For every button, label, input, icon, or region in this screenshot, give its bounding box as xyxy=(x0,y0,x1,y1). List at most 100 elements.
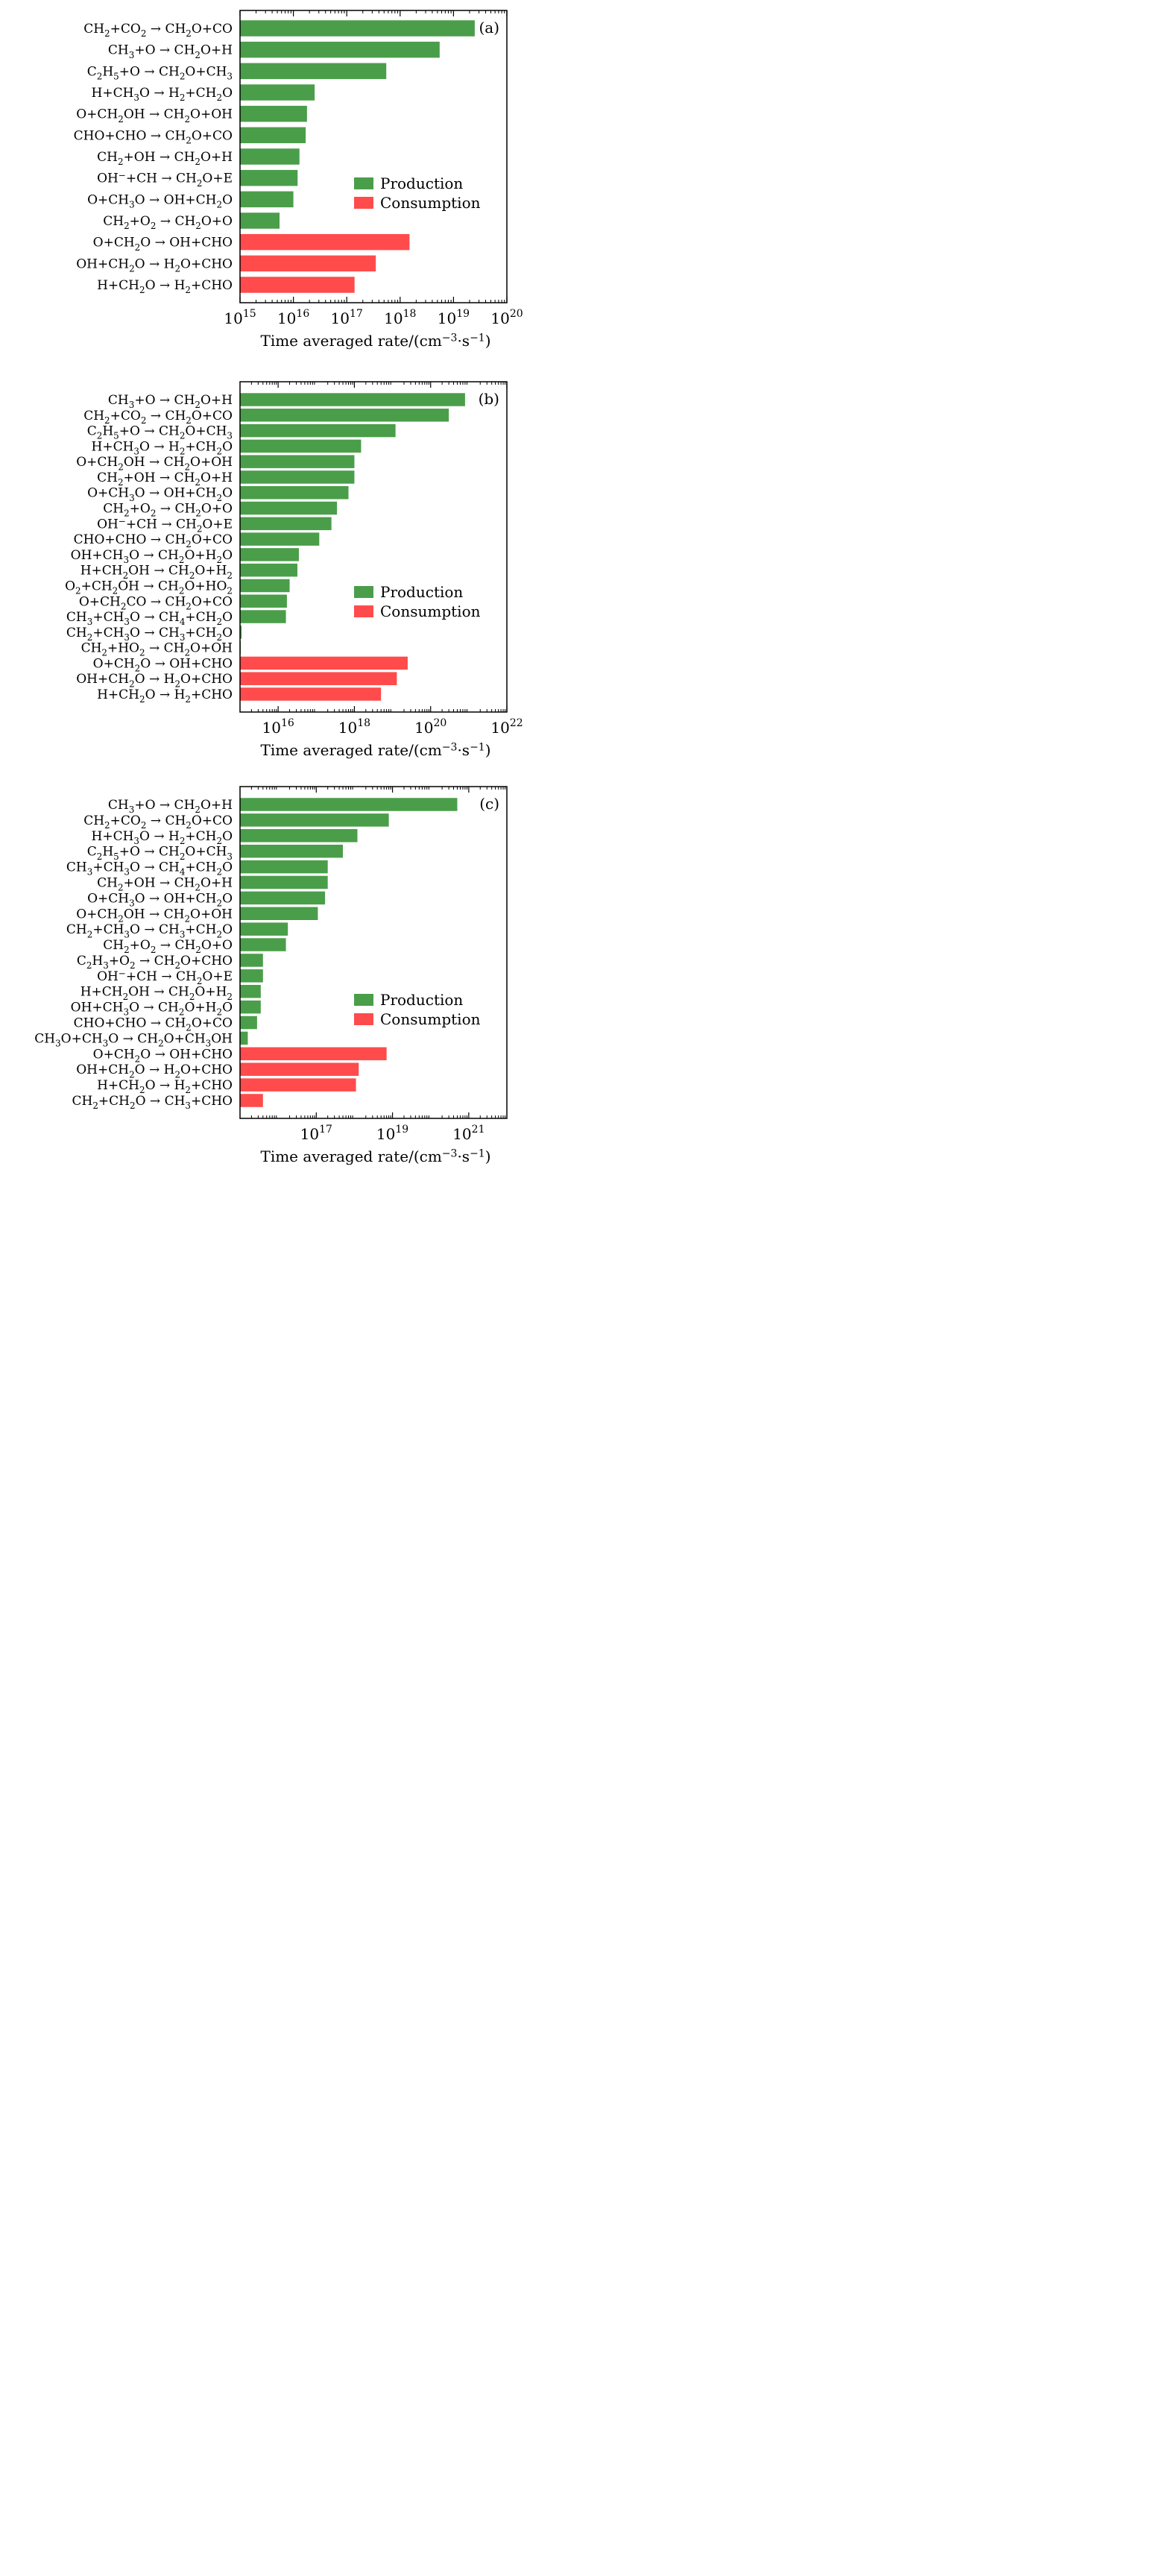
category-label: O+CH2OH → CH2O+OH xyxy=(76,907,233,924)
bar xyxy=(240,844,344,858)
plot-frame xyxy=(239,10,508,303)
category-label: CH3+O → CH2O+H xyxy=(108,798,233,815)
bar xyxy=(240,127,306,144)
legend-label-consumption: Consumption xyxy=(380,1010,481,1028)
x-tick-label: 1020 xyxy=(490,308,523,327)
x-tick-label: 1018 xyxy=(338,717,370,737)
bar xyxy=(240,860,328,874)
plot-frame xyxy=(239,786,508,1119)
bar xyxy=(240,439,362,453)
category-label: CH2+O2 → CH2O+O xyxy=(103,214,233,231)
category-label: CH3+O → CH2O+H xyxy=(108,43,233,60)
legend-label-production: Production xyxy=(380,174,463,192)
category-label: O+CH3O → OH+CH2O xyxy=(87,486,233,503)
category-label: H+CH2O → H2+CHO xyxy=(97,278,233,295)
bar xyxy=(240,984,261,998)
category-label: O+CH2CO → CH2O+CO xyxy=(79,594,233,611)
category-label: CHO+CHO → CH2O+CO xyxy=(74,532,233,549)
bar xyxy=(240,594,287,608)
category-label: H+CH3O → H2+CH2O xyxy=(92,829,233,846)
bar xyxy=(240,84,315,101)
x-axis-label: Time averaged rate/(cm−3·s−1) xyxy=(260,741,490,759)
bar xyxy=(240,233,410,251)
legend-label-consumption: Consumption xyxy=(380,602,481,620)
bar xyxy=(240,148,300,165)
category-label: H+CH3O → H2+CH2O xyxy=(92,86,233,103)
category-label: CH3+CH3O → CH4+CH2O xyxy=(66,610,233,627)
category-label: CH2+O2 → CH2O+O xyxy=(103,502,233,519)
legend-swatch-consumption xyxy=(354,1013,373,1025)
bar xyxy=(240,938,286,951)
category-label: CH2+O2 → CH2O+O xyxy=(103,938,233,955)
category-label: O+CH2O → OH+CHO xyxy=(93,236,233,253)
category-label: H+CH3O → H2+CH2O xyxy=(92,439,233,456)
category-label: OH+CH2O → H2O+CHO xyxy=(76,672,233,689)
x-axis-label: Time averaged rate/(cm−3·s−1) xyxy=(260,332,490,350)
bar xyxy=(240,610,286,623)
x-axis-label: Time averaged rate/(cm−3·s−1) xyxy=(260,1147,490,1165)
bar xyxy=(240,922,288,936)
legend-swatch-production xyxy=(354,177,373,189)
bar xyxy=(240,423,396,438)
bar xyxy=(240,191,294,208)
category-label: CH2+CO2 → CH2O+CO xyxy=(83,409,233,426)
category-label: O+CH2O → OH+CHO xyxy=(93,656,233,673)
legend-label-production: Production xyxy=(380,583,463,601)
bar xyxy=(240,687,382,701)
category-label: O+CH2OH → CH2O+OH xyxy=(76,107,233,125)
category-label: CH2+CH2O → CH3+CHO xyxy=(72,1094,233,1111)
category-label: O2+CH2OH → CH2O+HO2 xyxy=(65,579,233,596)
legend-swatch-consumption xyxy=(354,197,373,209)
bar xyxy=(240,255,376,272)
panel-label: (b) xyxy=(479,390,499,408)
category-label: CH3+O → CH2O+H xyxy=(108,393,233,410)
x-tick-label: 1021 xyxy=(452,1124,485,1143)
bar xyxy=(240,548,299,561)
category-label: CH2+CH3O → CH3+CH2O xyxy=(66,626,233,643)
bar xyxy=(240,672,397,685)
category-label: CH3O+CH3O → CH2O+CH3OH xyxy=(34,1031,233,1048)
category-label: C2H5+O → CH2O+CH3 xyxy=(87,845,233,862)
legend-swatch-production xyxy=(354,586,373,598)
bar xyxy=(240,907,318,921)
bar xyxy=(240,954,263,967)
category-label: O+CH2OH → CH2O+OH xyxy=(76,455,233,472)
bar xyxy=(240,532,320,546)
bar xyxy=(240,485,349,500)
chart-panel-a: CH2+CO2 → CH2O+CO CH3+O → CH2O+H C2H5+O → … xyxy=(74,10,523,350)
bar xyxy=(240,409,449,422)
category-label: OH−+CH → CH2O+E xyxy=(97,516,233,535)
category-label: OH−+CH → CH2O+E xyxy=(97,170,233,189)
bar xyxy=(240,277,355,293)
bar xyxy=(240,41,440,58)
bar xyxy=(240,1000,261,1014)
category-label: CH2+HO2 → CH2O+OH xyxy=(81,641,233,658)
bar xyxy=(240,1062,359,1076)
bar xyxy=(240,105,307,122)
bar xyxy=(240,1015,257,1030)
panel-label: (c) xyxy=(479,795,499,813)
category-label: H+CH2O → H2+CHO xyxy=(97,687,233,705)
x-tick-label: 1017 xyxy=(331,308,363,327)
category-label: CH2+OH → CH2O+H xyxy=(97,875,233,892)
bar xyxy=(240,1047,387,1061)
x-tick-label: 1015 xyxy=(224,308,256,327)
bar xyxy=(240,656,408,670)
bar xyxy=(240,1094,263,1107)
category-label: C2H5+O → CH2O+CH3 xyxy=(87,424,233,441)
x-tick-label: 1016 xyxy=(262,717,294,737)
bar xyxy=(240,875,328,889)
plot-frame xyxy=(239,381,508,713)
bar xyxy=(240,517,332,531)
legend-label-production: Production xyxy=(380,991,463,1009)
legend-swatch-production xyxy=(354,994,373,1006)
bar xyxy=(240,169,298,186)
bar xyxy=(240,470,355,484)
bar xyxy=(240,393,465,406)
